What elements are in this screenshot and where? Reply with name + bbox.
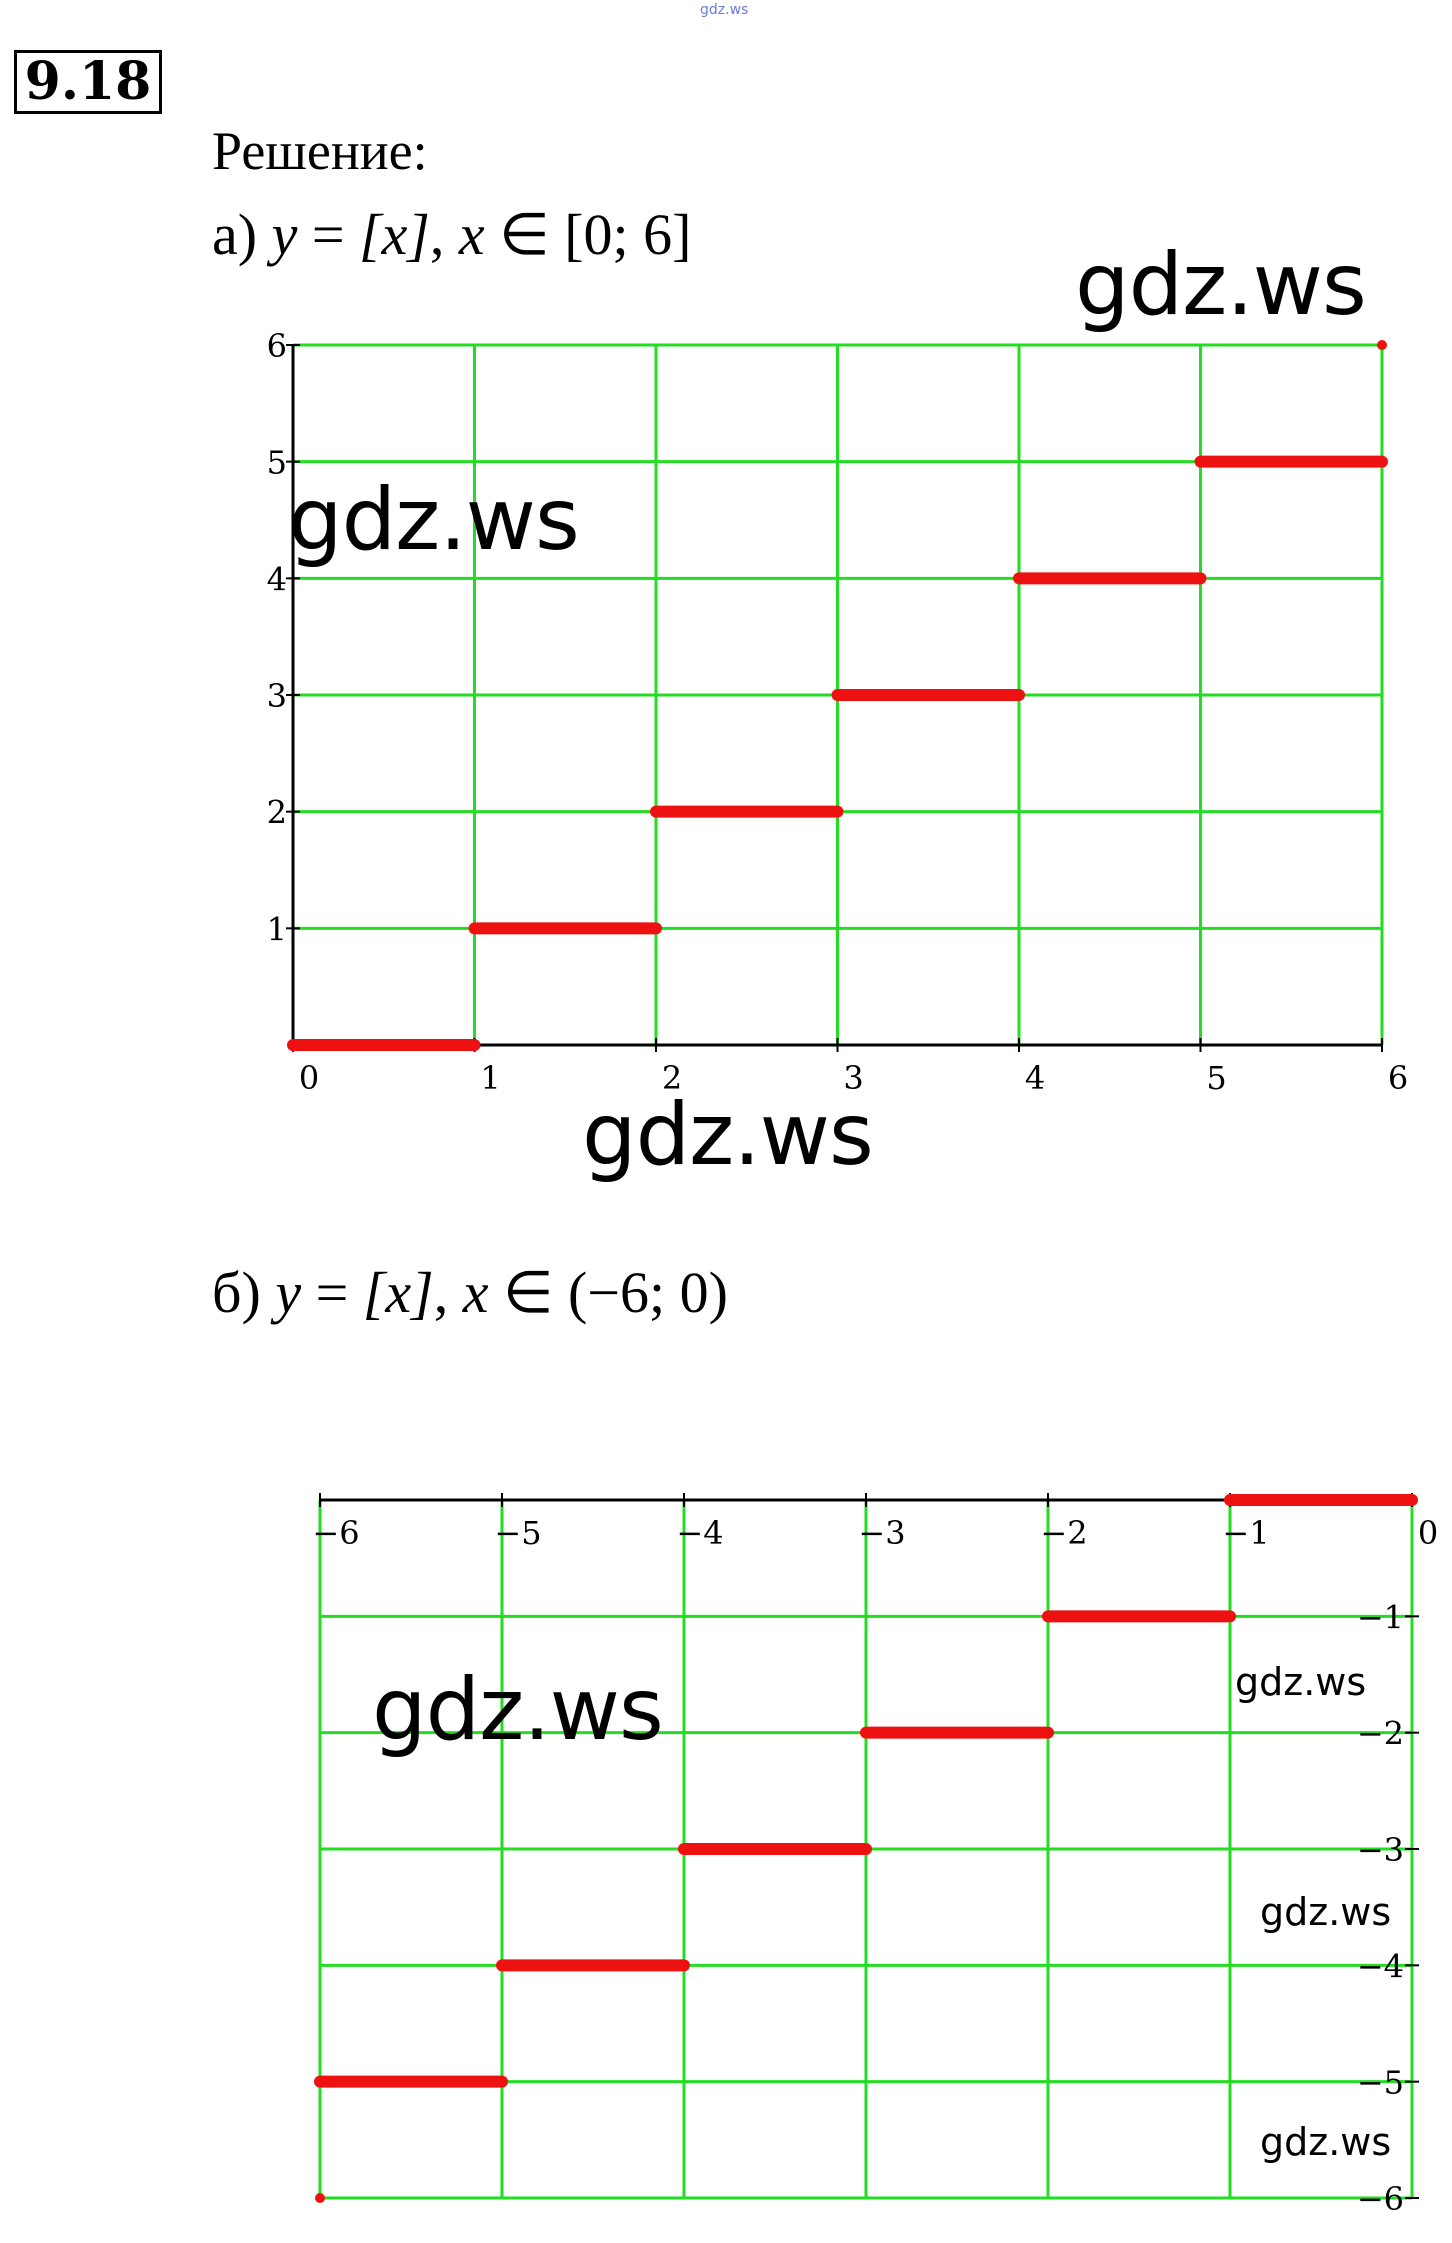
- part-b-interval: (−6; 0): [567, 1260, 728, 1325]
- x-tick-label: −5: [494, 1514, 541, 1552]
- part-b-func: [x]: [362, 1260, 434, 1325]
- watermark-5: gdz.ws: [1235, 1660, 1367, 1704]
- data-point: [315, 2193, 325, 2203]
- x-tick-label: −4: [676, 1514, 723, 1552]
- y-tick-label: −3: [1357, 1831, 1404, 1869]
- y-tick-label: −4: [1357, 1947, 1404, 1985]
- y-tick-label: 5: [267, 444, 287, 482]
- x-tick-label: 6: [1388, 1059, 1408, 1097]
- y-tick-label: −6: [1357, 2180, 1404, 2218]
- y-tick-label: −2: [1357, 1715, 1404, 1753]
- y-tick-label: 1: [267, 910, 287, 948]
- part-b-comma: ,: [433, 1260, 449, 1325]
- part-a-formula: а) y = [x], x ∈ [0; 6]: [212, 200, 691, 268]
- x-tick-label: 0: [1418, 1514, 1438, 1552]
- watermark-2: gdz.ws: [288, 470, 580, 570]
- x-tick-label: 5: [1206, 1059, 1226, 1097]
- part-a-equals: =: [311, 202, 345, 267]
- part-b-y: y: [275, 1260, 302, 1325]
- watermark-6: gdz.ws: [1260, 1890, 1392, 1934]
- part-b-x: x: [462, 1260, 489, 1325]
- part-a-label: а): [212, 202, 258, 267]
- x-tick-label: −1: [1222, 1514, 1269, 1552]
- part-b-formula: б) y = [x], x ∈ (−6; 0): [212, 1258, 728, 1326]
- x-tick-label: 0: [299, 1059, 319, 1097]
- y-tick-label: 4: [267, 560, 287, 598]
- part-a-y: y: [271, 202, 298, 267]
- solution-label: Решение:: [212, 121, 428, 181]
- watermark-4: gdz.ws: [372, 1660, 664, 1760]
- y-tick-label: 6: [267, 327, 287, 365]
- x-tick-label: 4: [1025, 1059, 1045, 1097]
- part-a-comma: ,: [429, 202, 445, 267]
- data-point: [1377, 340, 1387, 350]
- problem-number: 9.18: [14, 50, 162, 114]
- watermark-3: gdz.ws: [582, 1085, 874, 1185]
- watermark-1: gdz.ws: [1075, 235, 1367, 335]
- watermark-7: gdz.ws: [1260, 2120, 1392, 2164]
- x-tick-label: 2: [662, 1059, 682, 1097]
- part-a-func: [x]: [359, 202, 430, 267]
- x-tick-label: 1: [480, 1059, 500, 1097]
- y-tick-label: 2: [267, 794, 287, 832]
- part-b-equals: =: [315, 1260, 349, 1325]
- x-tick-label: 3: [843, 1059, 863, 1097]
- x-tick-label: −6: [312, 1514, 359, 1552]
- y-tick-label: −1: [1357, 1598, 1404, 1636]
- top-watermark: gdz.ws: [700, 2, 749, 18]
- x-tick-label: −3: [858, 1514, 905, 1552]
- y-tick-label: 3: [267, 677, 287, 715]
- y-tick-label: −5: [1357, 2064, 1404, 2102]
- part-a-interval: [0; 6]: [564, 202, 692, 267]
- x-tick-label: −2: [1040, 1514, 1087, 1552]
- part-a-in: ∈: [499, 202, 550, 267]
- part-b-label: б): [212, 1260, 261, 1325]
- part-b-in: ∈: [502, 1260, 554, 1325]
- part-a-x: x: [458, 202, 485, 267]
